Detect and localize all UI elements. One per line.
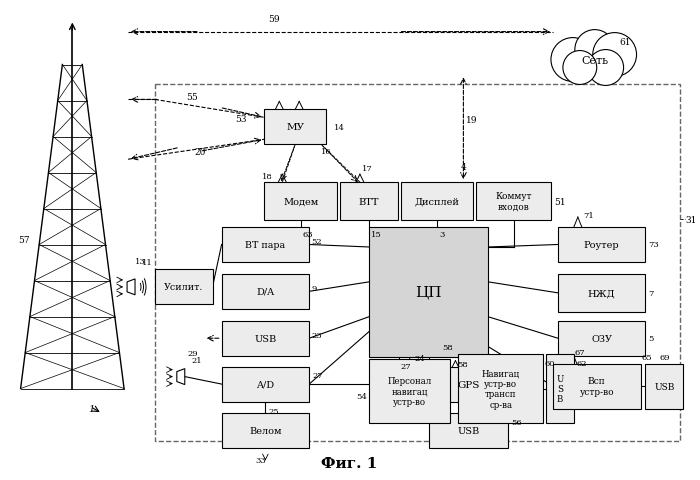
Text: 65: 65 xyxy=(641,353,652,361)
Text: ОЗУ: ОЗУ xyxy=(592,334,612,343)
Text: 11: 11 xyxy=(142,258,153,266)
Text: 20: 20 xyxy=(195,147,206,156)
FancyBboxPatch shape xyxy=(558,321,645,356)
Text: 62: 62 xyxy=(577,359,587,367)
Text: 58: 58 xyxy=(442,343,454,351)
Text: ВТТ: ВТТ xyxy=(358,197,379,206)
FancyBboxPatch shape xyxy=(222,321,309,356)
Circle shape xyxy=(563,51,596,85)
Text: 23: 23 xyxy=(312,332,322,339)
Text: 60: 60 xyxy=(545,359,556,367)
Text: 1: 1 xyxy=(88,404,95,413)
Text: 69: 69 xyxy=(659,353,670,361)
Text: 21: 21 xyxy=(191,356,202,364)
Text: Велом: Велом xyxy=(249,427,281,435)
Polygon shape xyxy=(127,279,135,295)
Text: 29: 29 xyxy=(188,349,198,357)
Text: 5: 5 xyxy=(648,335,654,343)
Text: 57: 57 xyxy=(19,235,30,244)
Text: 13: 13 xyxy=(134,257,146,265)
Text: 14: 14 xyxy=(334,123,345,132)
Text: USB: USB xyxy=(457,427,480,435)
Circle shape xyxy=(593,34,636,77)
Text: 9: 9 xyxy=(312,285,316,293)
FancyBboxPatch shape xyxy=(428,414,508,448)
Text: 73: 73 xyxy=(648,241,659,249)
FancyBboxPatch shape xyxy=(222,414,309,448)
Text: 15: 15 xyxy=(371,230,382,239)
Text: 63: 63 xyxy=(302,230,314,239)
FancyBboxPatch shape xyxy=(558,275,645,312)
FancyBboxPatch shape xyxy=(553,364,640,408)
FancyBboxPatch shape xyxy=(369,228,489,357)
Text: Навигац
устр-во
трансп
ср-ва: Навигац устр-во трансп ср-ва xyxy=(482,369,520,409)
Text: Дисплей: Дисплей xyxy=(414,197,459,206)
Text: 59: 59 xyxy=(269,14,280,24)
FancyBboxPatch shape xyxy=(222,367,309,402)
Polygon shape xyxy=(177,369,185,385)
FancyBboxPatch shape xyxy=(155,269,213,304)
Text: Всп
устр-во: Всп устр-во xyxy=(580,377,614,396)
Text: 61: 61 xyxy=(620,38,631,47)
Text: USB: USB xyxy=(654,382,675,391)
Text: Персонал
навигац
устр-во: Персонал навигац устр-во xyxy=(388,376,432,406)
Text: 19: 19 xyxy=(466,116,478,125)
Text: 18: 18 xyxy=(262,173,272,181)
Circle shape xyxy=(588,50,624,86)
Circle shape xyxy=(575,31,615,71)
Text: 52: 52 xyxy=(312,238,322,246)
FancyBboxPatch shape xyxy=(558,228,645,263)
Text: 56: 56 xyxy=(511,419,522,427)
Text: 27: 27 xyxy=(400,362,412,370)
Text: D/A: D/A xyxy=(256,287,274,296)
Text: 55: 55 xyxy=(186,93,197,102)
Text: НЖД: НЖД xyxy=(588,289,615,298)
Text: МУ: МУ xyxy=(286,123,304,132)
FancyBboxPatch shape xyxy=(265,183,337,221)
FancyBboxPatch shape xyxy=(222,275,309,309)
Text: 67: 67 xyxy=(575,348,585,356)
Text: U
S
B: U S B xyxy=(556,374,564,404)
FancyBboxPatch shape xyxy=(222,228,309,263)
Text: Фиг. 1: Фиг. 1 xyxy=(321,456,377,470)
Text: 7: 7 xyxy=(648,289,654,297)
Text: 3: 3 xyxy=(439,230,444,239)
Text: 27: 27 xyxy=(312,372,323,379)
Text: 53: 53 xyxy=(235,115,246,124)
Text: 16: 16 xyxy=(321,148,332,156)
Text: BT пара: BT пара xyxy=(245,240,286,250)
FancyBboxPatch shape xyxy=(428,367,508,402)
FancyBboxPatch shape xyxy=(476,183,551,221)
Text: 51: 51 xyxy=(554,197,566,206)
Text: GPS: GPS xyxy=(457,380,480,389)
Text: A/D: A/D xyxy=(256,380,274,389)
Text: Коммут
входов: Коммут входов xyxy=(496,192,532,211)
Text: 31: 31 xyxy=(685,215,696,224)
FancyBboxPatch shape xyxy=(458,354,543,423)
Text: Усилит.: Усилит. xyxy=(164,282,204,291)
FancyBboxPatch shape xyxy=(369,359,451,423)
Text: 33: 33 xyxy=(255,456,266,465)
FancyBboxPatch shape xyxy=(265,110,326,145)
Text: 4: 4 xyxy=(461,163,466,172)
Text: 71: 71 xyxy=(583,212,594,220)
FancyBboxPatch shape xyxy=(400,183,473,221)
Text: Модем: Модем xyxy=(283,197,318,206)
Text: 24: 24 xyxy=(415,354,426,362)
Text: Сеть: Сеть xyxy=(581,55,608,65)
Text: 58: 58 xyxy=(457,360,468,368)
Text: ЦП: ЦП xyxy=(415,285,442,299)
Text: 25: 25 xyxy=(268,407,279,415)
FancyBboxPatch shape xyxy=(645,364,683,408)
Text: Роутер: Роутер xyxy=(584,240,620,250)
FancyBboxPatch shape xyxy=(546,354,574,423)
Text: 54: 54 xyxy=(356,392,367,400)
Text: 17: 17 xyxy=(362,165,372,173)
FancyBboxPatch shape xyxy=(340,183,398,221)
Text: USB: USB xyxy=(254,334,276,343)
Circle shape xyxy=(551,38,595,82)
